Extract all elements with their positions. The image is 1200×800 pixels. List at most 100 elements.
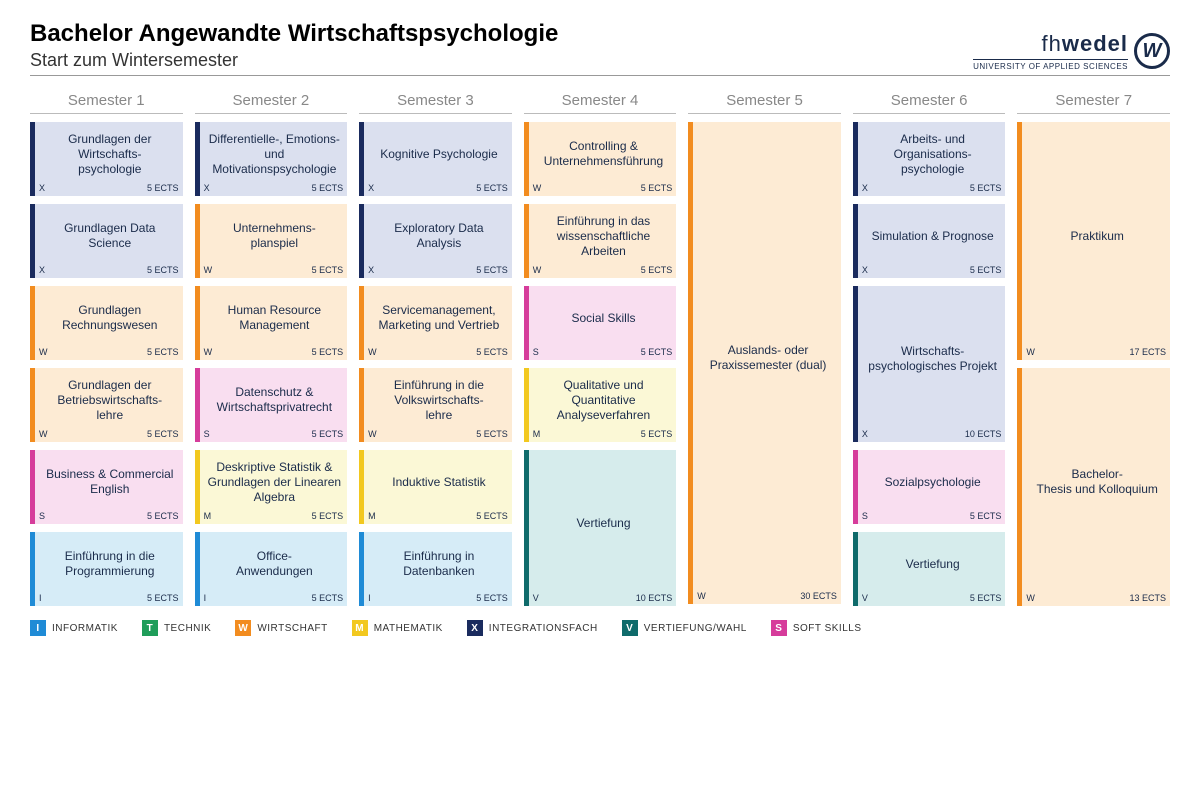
legend-label: WIRTSCHAFT [257, 623, 327, 634]
module-ects: 5 ECTS [312, 265, 344, 276]
module-title: Exploratory Data Analysis [372, 221, 506, 251]
module-card: Datenschutz & WirtschaftsprivatrechtS5 E… [195, 368, 348, 442]
module-ects: 5 ECTS [970, 265, 1002, 276]
module-category-letter: X [368, 183, 374, 194]
semester-column: Arbeits- und Organisations-psychologieX5… [853, 122, 1006, 606]
semester-column: Auslands- oder Praxissemester (dual)W30 … [688, 122, 841, 606]
module-title: Vertiefung [906, 557, 960, 572]
module-card: Business & Commercial English S 5 ECTS [30, 450, 183, 524]
module-ects: 30 ECTS [800, 591, 837, 602]
semester-column: Praktikum W 17 ECTS Bachelor-Thesis und Kol… [1017, 122, 1170, 606]
module-title: Einführung in das wissenschaftliche Arbe… [537, 214, 671, 259]
module-title: Induktive Statistik [392, 475, 485, 490]
module-title: Servicemanagement, Marketing und Vertrie… [372, 303, 506, 333]
module-title: Human Resource Management [208, 303, 342, 333]
semester-column: Controlling & Unternehmensführung W 5 ECTS… [524, 122, 677, 606]
module-ects: 5 ECTS [641, 265, 673, 276]
legend: IINFORMATIKTTECHNIKWWIRTSCHAFTMMATHEMATI… [30, 620, 1170, 636]
module-card: VertiefungV10 ECTS [524, 450, 677, 606]
header-left: Bachelor Angewandte Wirtschaftspsycholog… [30, 20, 558, 71]
legend-item: WWIRTSCHAFT [235, 620, 327, 636]
module-ects: 5 ECTS [147, 593, 179, 604]
module-title: Grundlagen der Betriebswirtschafts-lehre [43, 378, 177, 423]
module-card: Grundlagen RechnungswesenW5 ECTS [30, 286, 183, 360]
module-category-letter: S [862, 511, 868, 522]
module-ects: 5 ECTS [476, 347, 508, 358]
module-title: Einführung in die Programmierung [43, 549, 177, 579]
module-title: Wirtschafts-psychologisches Projekt [868, 344, 997, 374]
module-ects: 17 ECTS [1129, 347, 1166, 358]
module-card: Induktive StatistikM5 ECTS [359, 450, 512, 524]
module-title: Differentielle-, Emotions- und Motivatio… [208, 132, 342, 177]
module-card: Einführung in die Volkswirtschafts-lehre… [359, 368, 512, 442]
legend-swatch: V [622, 620, 638, 636]
module-category-letter: S [39, 511, 45, 522]
legend-item: S SOFT SKILLS [771, 620, 862, 636]
legend-item: XINTEGRATIONSFACH [467, 620, 598, 636]
module-category-letter: I [204, 593, 207, 604]
legend-item: TTECHNIK [142, 620, 211, 636]
module-title: Qualitative und Quantitative Analyseverf… [537, 378, 671, 423]
legend-label: SOFT SKILLS [793, 623, 862, 634]
module-ects: 5 ECTS [312, 347, 344, 358]
module-card: Praktikum W 17 ECTS [1017, 122, 1170, 360]
module-title: Praktikum [1071, 229, 1124, 244]
module-ects: 5 ECTS [970, 511, 1002, 522]
module-ects: 5 ECTS [476, 429, 508, 440]
module-card: Grundlagen der Betriebswirtschafts-lehre… [30, 368, 183, 442]
legend-item: IINFORMATIK [30, 620, 118, 636]
module-ects: 5 ECTS [147, 429, 179, 440]
module-ects: 5 ECTS [641, 347, 673, 358]
module-category-letter: X [204, 183, 210, 194]
module-card: Sozialpsychologie S 5 ECTS [853, 450, 1006, 524]
header: Bachelor Angewandte Wirtschaftspsycholog… [30, 20, 1170, 76]
module-card: Grundlagen Data ScienceX5 ECTS [30, 204, 183, 278]
module-category-letter: W [368, 429, 377, 440]
legend-label: INFORMATIK [52, 623, 118, 634]
module-card: Bachelor-Thesis und KolloquiumW13 ECTS [1017, 368, 1170, 606]
module-title: Controlling & Unternehmensführung [537, 139, 671, 169]
module-category-letter: W [368, 347, 377, 358]
module-ects: 5 ECTS [147, 511, 179, 522]
brand-text-light: fh [1042, 31, 1062, 56]
module-ects: 5 ECTS [312, 429, 344, 440]
legend-item: VVERTIEFUNG/WAHL [622, 620, 747, 636]
module-title: Sozialpsychologie [885, 475, 981, 490]
module-card: Simulation & PrognoseX5 ECTS [853, 204, 1006, 278]
semester-header: Semester 6 [853, 86, 1006, 114]
legend-swatch: S [771, 620, 787, 636]
module-card: Einführung in das wissenschaftliche Arbe… [524, 204, 677, 278]
module-category-letter: M [533, 429, 541, 440]
module-category-letter: X [368, 265, 374, 276]
module-card: Office-AnwendungenI5 ECTS [195, 532, 348, 606]
module-ects: 5 ECTS [312, 511, 344, 522]
curriculum-grid: Semester 1Semester 2Semester 3Semester 4… [30, 86, 1170, 606]
module-title: Business & Commercial English [43, 467, 177, 497]
semester-header: Semester 4 [524, 86, 677, 114]
module-category-letter: I [368, 593, 371, 604]
module-ects: 5 ECTS [641, 183, 673, 194]
module-category-letter: W [1026, 347, 1035, 358]
module-ects: 5 ECTS [641, 429, 673, 440]
module-ects: 10 ECTS [965, 429, 1002, 440]
brand-text-bold: wedel [1062, 31, 1128, 56]
module-category-letter: W [697, 591, 706, 602]
semester-column: Kognitive Psychologie X 5 ECTS Exploratory … [359, 122, 512, 606]
legend-label: TECHNIK [164, 623, 211, 634]
semester-header: Semester 2 [195, 86, 348, 114]
module-card: Einführung in DatenbankenI5 ECTS [359, 532, 512, 606]
module-category-letter: M [204, 511, 212, 522]
semester-header: Semester 3 [359, 86, 512, 114]
header-right: fhwedel UNIVERSITY OF APPLIED SCIENCES W [973, 31, 1170, 71]
page-subtitle: Start zum Wintersemester [30, 50, 558, 71]
legend-label: MATHEMATIK [374, 623, 443, 634]
module-card: Einführung in die ProgrammierungI5 ECTS [30, 532, 183, 606]
module-card: Human Resource ManagementW5 ECTS [195, 286, 348, 360]
module-title: Kognitive Psychologie [380, 147, 497, 162]
module-ects: 5 ECTS [970, 593, 1002, 604]
module-card: Differentielle-, Emotions- und Motivatio… [195, 122, 348, 196]
module-category-letter: W [533, 183, 542, 194]
module-title: Deskriptive Statistik & Grundlagen der L… [208, 460, 342, 505]
module-category-letter: X [39, 265, 45, 276]
module-category-letter: X [862, 429, 868, 440]
